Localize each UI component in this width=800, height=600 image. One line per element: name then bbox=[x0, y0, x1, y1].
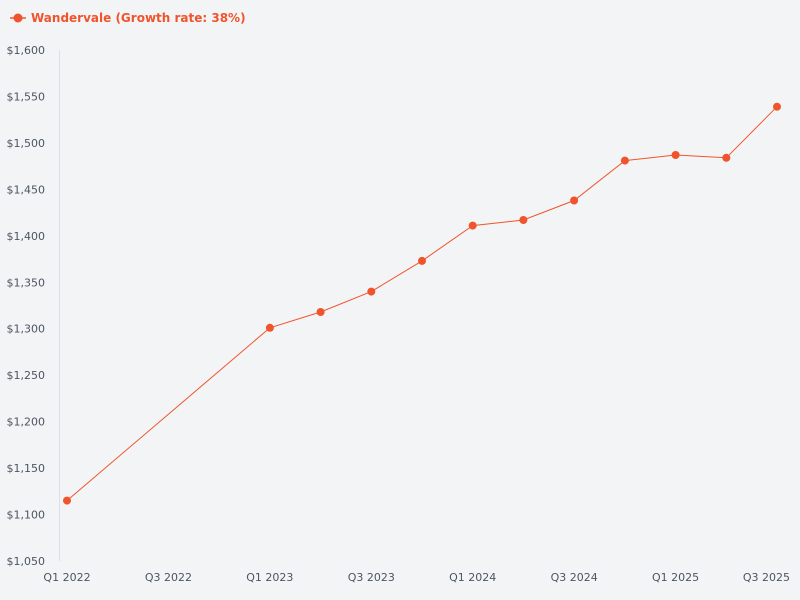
y-tick-label: $1,100 bbox=[7, 509, 46, 522]
data-point[interactable] bbox=[367, 287, 376, 296]
data-point[interactable] bbox=[671, 151, 680, 159]
data-point[interactable] bbox=[63, 496, 71, 505]
x-axis-ticks: Q1 2022 Q3 2022 Q1 2023 Q3 2023 Q1 2024 Q3 20… bbox=[43, 571, 790, 584]
data-point[interactable] bbox=[570, 196, 579, 205]
data-point[interactable] bbox=[265, 323, 274, 332]
data-point[interactable] bbox=[620, 156, 629, 165]
y-tick-label: $1,050 bbox=[7, 555, 46, 568]
legend-label: Wandervale (Growth rate: 38%) bbox=[31, 11, 246, 25]
data-point[interactable] bbox=[418, 256, 426, 265]
data-point[interactable] bbox=[519, 216, 528, 224]
x-tick-label: Q1 2025 bbox=[652, 571, 699, 584]
y-tick-label: $1,200 bbox=[7, 416, 46, 429]
x-tick-label: Q1 2022 bbox=[43, 571, 90, 584]
x-tick-label: Q3 2024 bbox=[551, 571, 598, 584]
x-tick-label: Q1 2024 bbox=[449, 571, 496, 584]
y-tick-label: $1,550 bbox=[7, 90, 46, 103]
series-line bbox=[66, 106, 778, 501]
series-lines bbox=[66, 106, 778, 501]
x-tick-label: Q3 2025 bbox=[743, 571, 790, 584]
y-tick-label: $1,600 bbox=[7, 44, 46, 57]
data-point[interactable] bbox=[722, 153, 731, 162]
legend-dot-marker bbox=[13, 13, 23, 23]
y-axis-ticks: $1,050 $1,100 $1,150 $1,200 $1,250 $1,300 $1,3… bbox=[7, 44, 46, 568]
y-tick-label: $1,350 bbox=[7, 276, 46, 289]
data-point[interactable] bbox=[468, 221, 477, 230]
x-tick-label: Q3 2023 bbox=[348, 571, 395, 584]
y-tick-label: $1,300 bbox=[7, 323, 46, 336]
x-tick-label: Q3 2022 bbox=[145, 571, 192, 584]
data-point[interactable] bbox=[773, 102, 781, 111]
y-tick-label: $1,250 bbox=[7, 369, 46, 382]
series-points bbox=[63, 102, 781, 505]
y-tick-label: $1,450 bbox=[7, 183, 46, 196]
y-tick-label: $1,150 bbox=[7, 462, 46, 475]
y-tick-label: $1,400 bbox=[7, 230, 46, 243]
data-point[interactable] bbox=[316, 308, 325, 316]
y-tick-label: $1,500 bbox=[7, 137, 46, 150]
x-tick-label: Q1 2023 bbox=[246, 571, 293, 584]
legend: Wandervale (Growth rate: 38%) bbox=[10, 11, 246, 25]
